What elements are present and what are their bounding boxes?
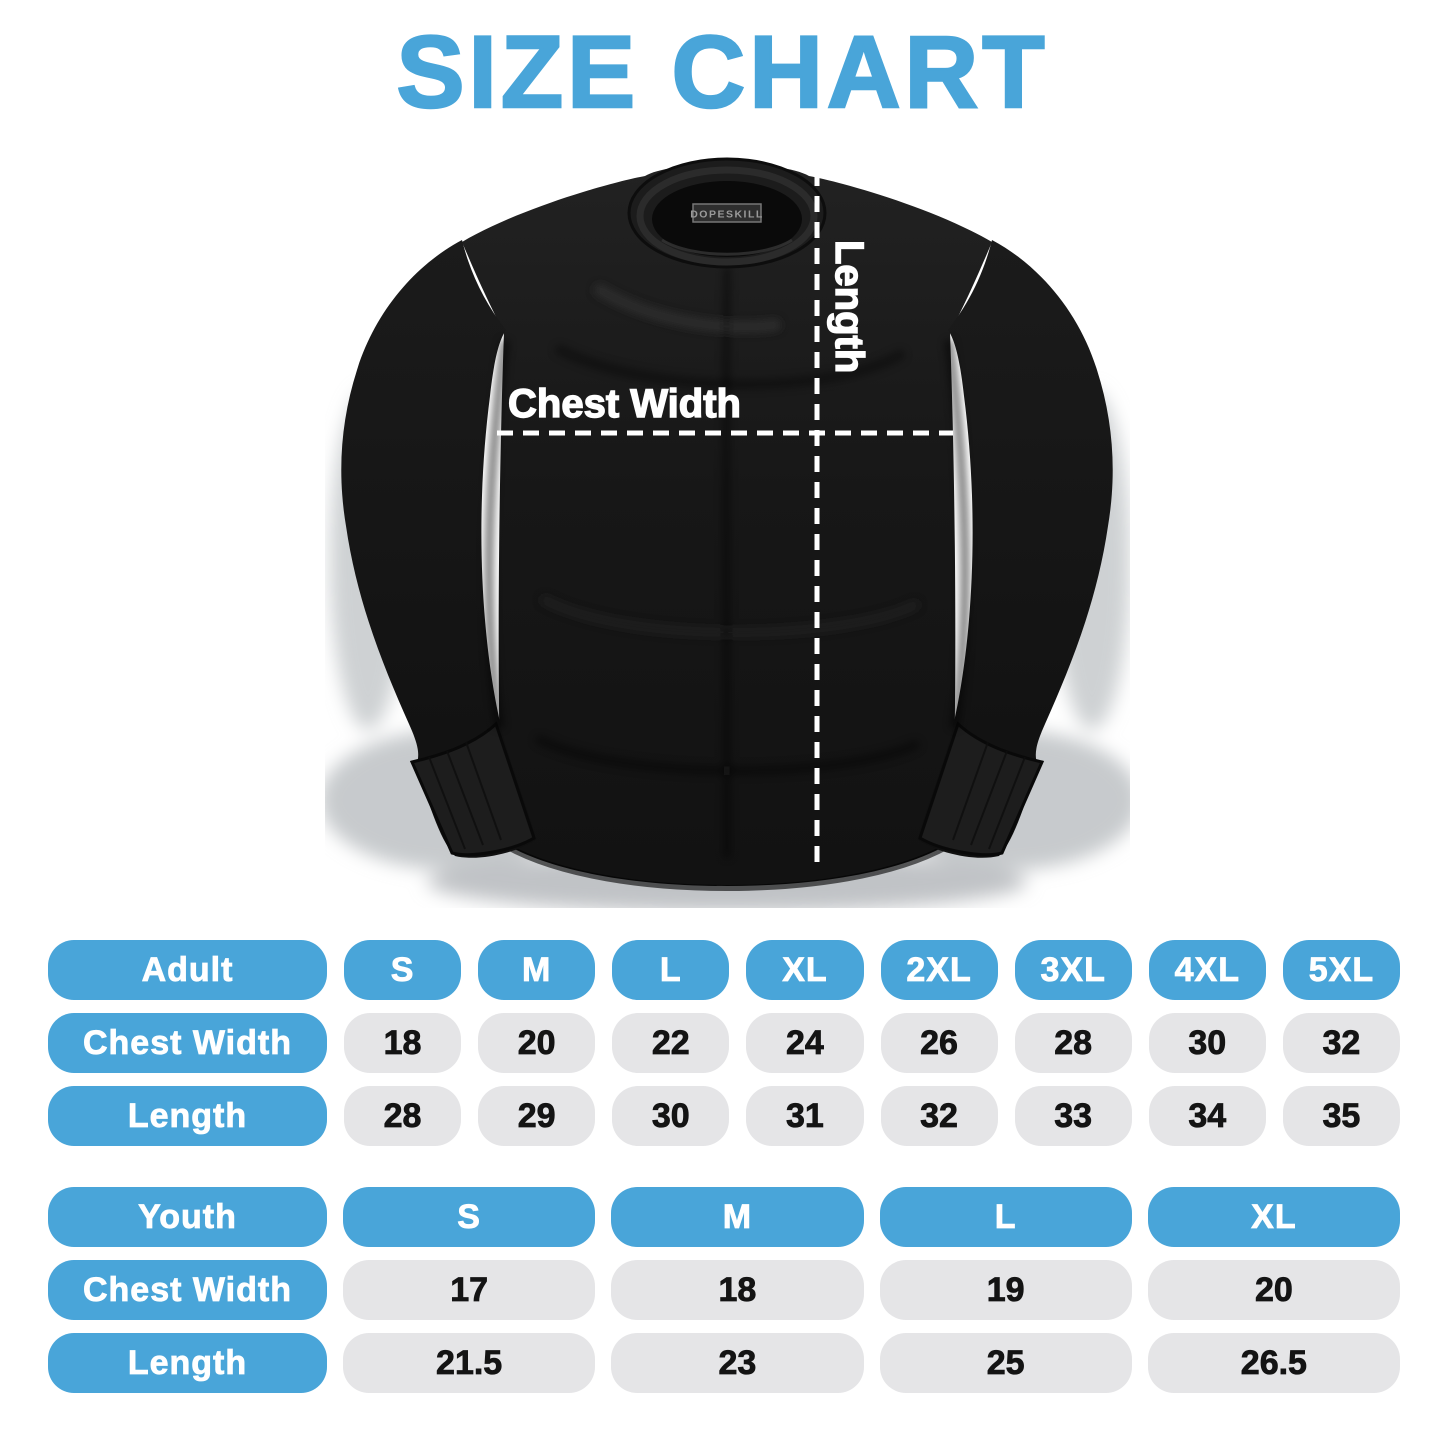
adult-length-value: 29 xyxy=(478,1086,596,1146)
adult-size-table: Adult S M L XL 2XL 3XL 4XL 5XL Chest Wid… xyxy=(48,940,1400,1146)
adult-chest-width-value: 28 xyxy=(1014,1013,1132,1073)
adult-length-value: 32 xyxy=(880,1086,998,1146)
adult-length-value: 34 xyxy=(1148,1086,1266,1146)
shirt-diagram: DOPESKILL Chest Width Length xyxy=(320,148,1140,912)
youth-size-header: XL xyxy=(1147,1187,1400,1247)
shirt-illustration: DOPESKILL Chest Width Length xyxy=(320,157,1140,912)
youth-chest-width-value: 17 xyxy=(343,1260,596,1320)
adult-size-header: S xyxy=(344,940,462,1000)
adult-chest-width-row-label: Chest Width xyxy=(48,1013,327,1073)
youth-size-header: S xyxy=(343,1187,596,1247)
adult-size-header: XL xyxy=(746,940,864,1000)
right-cuff-ribs xyxy=(952,741,1026,850)
adult-length-value: 28 xyxy=(344,1086,462,1146)
adult-chest-width-value: 20 xyxy=(478,1013,596,1073)
right-cuff xyxy=(918,721,1045,857)
adult-length-value: 33 xyxy=(1014,1086,1132,1146)
adult-size-header: 4XL xyxy=(1148,940,1266,1000)
chest-width-label: Chest Width xyxy=(508,382,741,426)
adult-chest-width-value: 22 xyxy=(612,1013,730,1073)
hem-seam xyxy=(504,843,950,892)
adult-length-value: 30 xyxy=(612,1086,730,1146)
youth-chest-width-row-label: Chest Width xyxy=(48,1260,327,1320)
youth-length-value: 23 xyxy=(611,1333,864,1393)
youth-length-row-label: Length xyxy=(48,1333,327,1393)
adult-chest-width-value: 18 xyxy=(344,1013,462,1073)
right-sleeve xyxy=(918,240,1113,858)
neck-tag: DOPESKILL xyxy=(690,203,764,223)
adult-table-title: Adult xyxy=(48,940,327,1000)
youth-size-header: L xyxy=(879,1187,1132,1247)
youth-chest-width-value: 20 xyxy=(1147,1260,1400,1320)
adult-length-value: 35 xyxy=(1282,1086,1400,1146)
left-sleeve xyxy=(341,240,536,858)
adult-length-value: 31 xyxy=(746,1086,864,1146)
adult-size-header: L xyxy=(612,940,730,1000)
youth-size-table: Youth S M L XL Chest Width 17 18 19 20 L… xyxy=(48,1187,1400,1393)
page-title: SIZE CHART xyxy=(395,14,1049,131)
adult-chest-width-value: 26 xyxy=(880,1013,998,1073)
length-label: Length xyxy=(827,240,871,373)
adult-size-header: M xyxy=(478,940,596,1000)
adult-size-header: 2XL xyxy=(880,940,998,1000)
adult-chest-width-value: 30 xyxy=(1148,1013,1266,1073)
adult-chest-width-value: 24 xyxy=(746,1013,864,1073)
adult-chest-width-value: 32 xyxy=(1282,1013,1400,1073)
youth-table-title: Youth xyxy=(48,1187,327,1247)
youth-size-header: M xyxy=(611,1187,864,1247)
youth-chest-width-value: 18 xyxy=(611,1260,864,1320)
left-cuff xyxy=(409,721,536,857)
youth-length-value: 26.5 xyxy=(1147,1333,1400,1393)
youth-chest-width-value: 19 xyxy=(879,1260,1132,1320)
youth-length-value: 21.5 xyxy=(343,1333,596,1393)
adult-size-header: 3XL xyxy=(1014,940,1132,1000)
sleeve-seam-shading xyxy=(484,339,970,729)
adult-length-row-label: Length xyxy=(48,1086,327,1146)
adult-size-header: 5XL xyxy=(1282,940,1400,1000)
youth-length-value: 25 xyxy=(879,1333,1132,1393)
left-cuff-ribs xyxy=(428,741,502,850)
fabric-wrinkles xyxy=(535,266,920,859)
neck-tag-label: DOPESKILL xyxy=(690,209,764,221)
